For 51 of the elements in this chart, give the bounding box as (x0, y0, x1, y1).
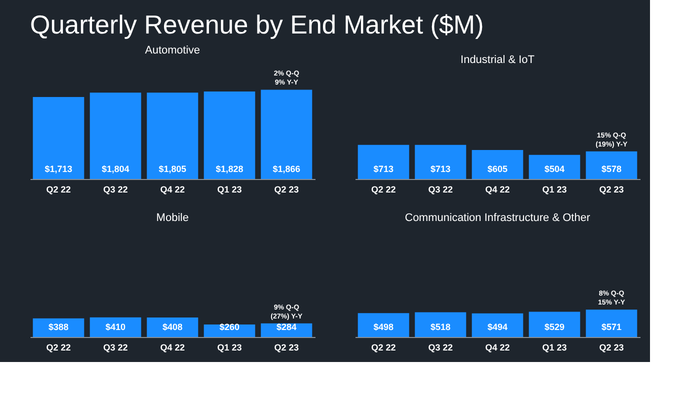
chart-title: Quarterly Revenue by End Market ($M) (30, 10, 484, 40)
chart-subtitle: Industrial & IoT (460, 54, 535, 66)
x-tick-label: Q1 23 (217, 342, 242, 352)
x-tick-label: Q1 23 (217, 184, 242, 194)
data-label: $1,804 (102, 164, 130, 174)
x-tick-label: Q4 22 (160, 184, 185, 194)
x-tick-label: Q2 22 (371, 342, 396, 352)
data-label: $1,805 (158, 164, 186, 174)
data-label: $1,828 (216, 164, 244, 174)
x-tick-label: Q2 23 (274, 342, 299, 352)
data-label: $284 (276, 322, 297, 332)
x-tick-label: Q2 22 (46, 184, 71, 194)
x-tick-label: Q2 23 (599, 184, 624, 194)
data-label: $388 (48, 322, 69, 332)
x-tick-label: Q1 23 (542, 184, 567, 194)
data-label: $498 (373, 322, 394, 332)
x-tick-label: Q4 22 (485, 184, 510, 194)
x-tick-label: Q3 22 (103, 184, 128, 194)
bar (472, 150, 524, 179)
data-label: $713 (373, 164, 394, 174)
chart-subtitle: Communication Infrastructure & Other (404, 212, 590, 224)
data-label: $713 (430, 164, 451, 174)
data-label: $260 (219, 322, 240, 332)
x-tick-label: Q2 22 (371, 184, 396, 194)
x-tick-label: Q3 22 (103, 342, 128, 352)
bar (414, 144, 466, 179)
data-label: $1,713 (44, 164, 72, 174)
data-label: $408 (162, 322, 183, 332)
chart-subtitle: Automotive (144, 44, 200, 57)
x-tick-label: Q4 22 (160, 342, 185, 352)
x-tick-label: Q4 22 (485, 342, 510, 352)
data-label: $571 (601, 322, 622, 332)
bar (528, 154, 580, 179)
x-tick-label: Q1 23 (542, 342, 567, 352)
data-label: $504 (544, 164, 565, 174)
bar (586, 151, 638, 179)
x-tick-label: Q3 22 (428, 342, 453, 352)
chart-subtitle: Mobile (156, 212, 189, 224)
bar (358, 144, 410, 179)
data-label: $518 (430, 322, 451, 332)
x-tick-label: Q3 22 (428, 184, 453, 194)
data-label: $529 (544, 322, 565, 332)
bar (90, 317, 142, 337)
x-tick-label: Q2 22 (46, 342, 71, 352)
data-label: $494 (487, 322, 508, 332)
data-label: $1,866 (272, 164, 300, 174)
data-label: $578 (601, 164, 622, 174)
data-label: $605 (487, 164, 508, 174)
x-tick-label: Q2 23 (274, 184, 299, 194)
data-label: $410 (105, 322, 126, 332)
x-tick-label: Q2 23 (599, 342, 624, 352)
